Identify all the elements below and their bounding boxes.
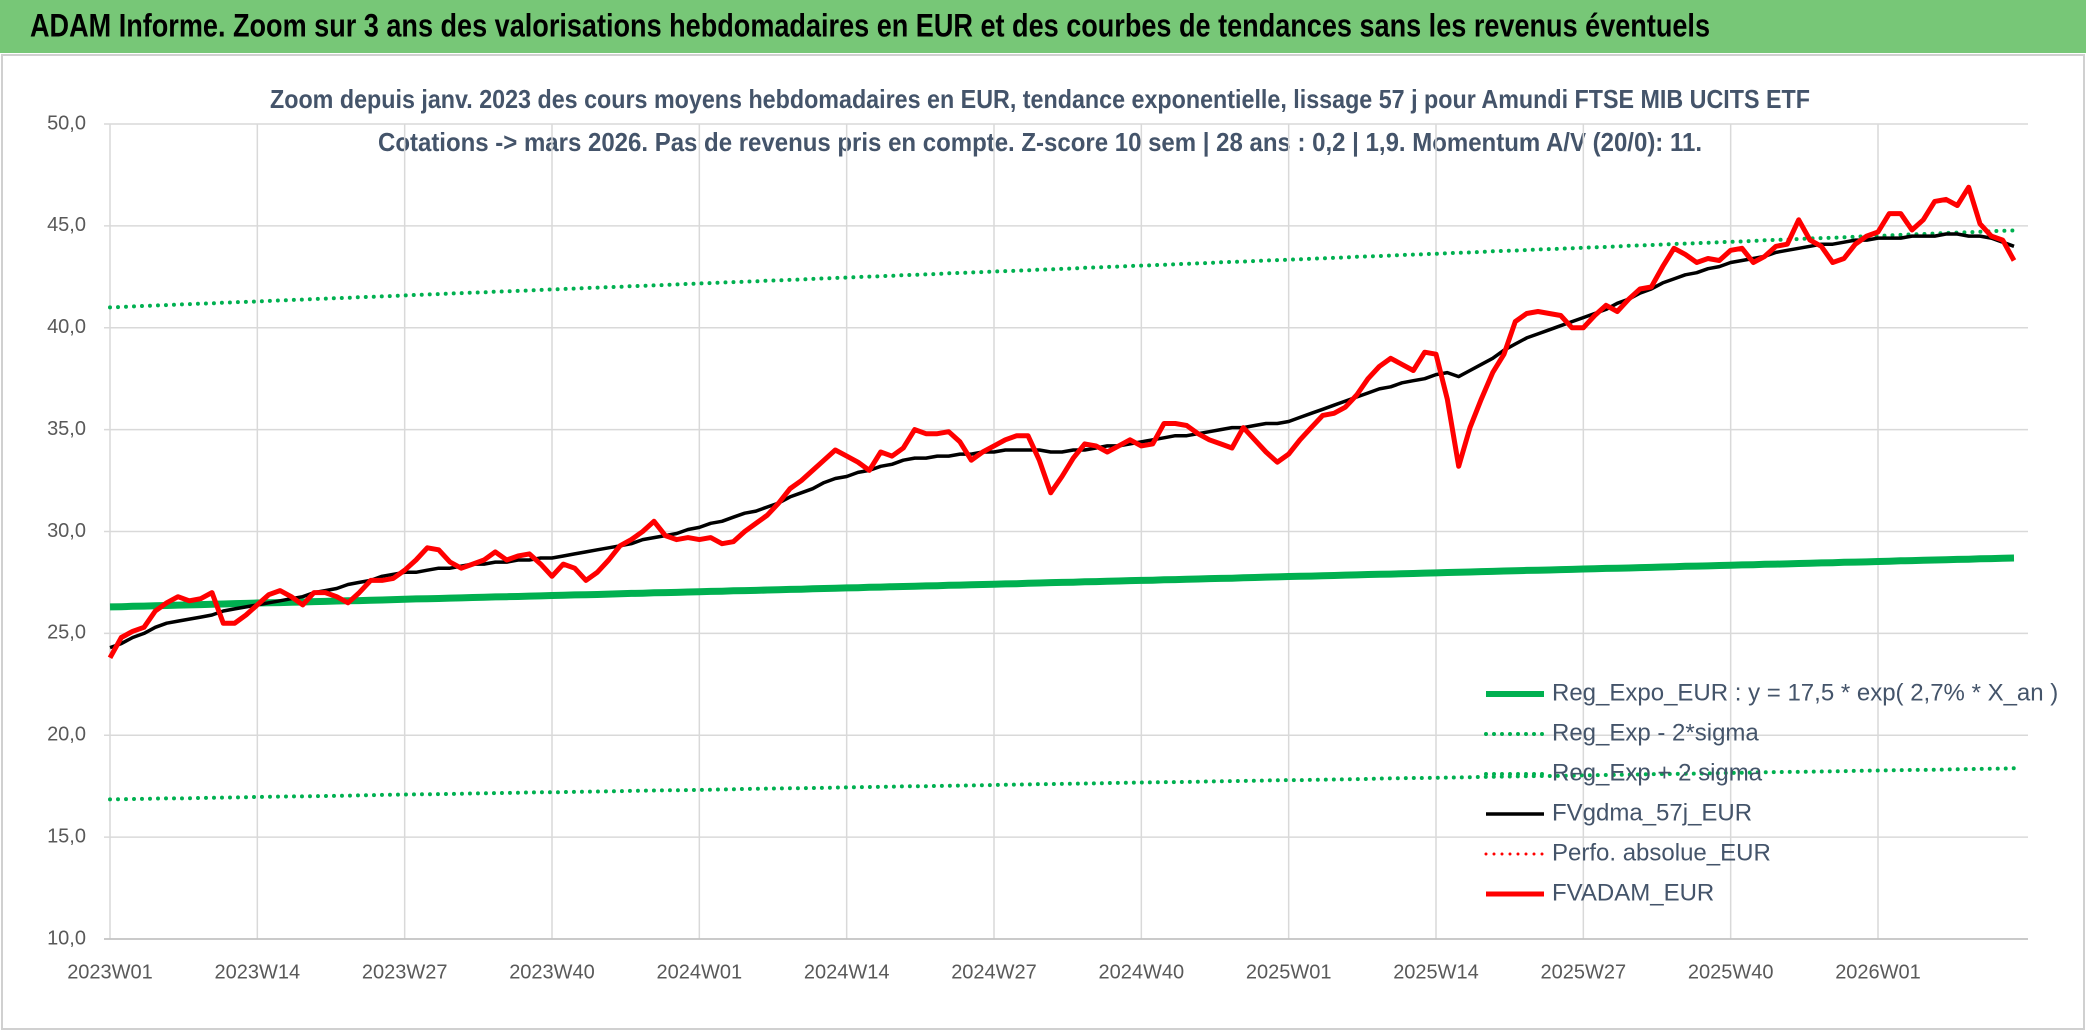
x-tick-label: 2026W01 <box>1835 961 1921 983</box>
legend-label: FVADAM_EUR <box>1552 879 1714 906</box>
legend-label: Reg_Expo_EUR : y = 17,5 * exp( 2,7% * X_… <box>1552 679 2058 706</box>
legend-label: Reg_Exp + 2 sigma <box>1552 759 1763 786</box>
x-tick-label: 2025W01 <box>1246 961 1332 983</box>
y-tick-label: 45,0 <box>47 214 86 236</box>
x-tick-label: 2025W40 <box>1688 961 1774 983</box>
y-tick-label: 50,0 <box>47 112 86 134</box>
x-tick-label: 2024W40 <box>1099 961 1185 983</box>
y-tick-label: 35,0 <box>47 418 86 440</box>
chart-frame <box>1 54 2085 1030</box>
x-tick-label: 2023W01 <box>67 961 153 983</box>
x-tick-label: 2023W40 <box>509 961 595 983</box>
chart-title: Zoom depuis janv. 2023 des cours moyens … <box>270 84 1810 114</box>
y-tick-label: 15,0 <box>47 825 86 847</box>
y-tick-label: 30,0 <box>47 520 86 542</box>
header-bar <box>0 0 2086 53</box>
y-tick-label: 20,0 <box>47 724 86 746</box>
series-line <box>109 554 2015 611</box>
x-tick-label: 2024W01 <box>657 961 743 983</box>
x-tick-label: 2024W27 <box>951 961 1037 983</box>
y-tick-label: 10,0 <box>47 927 86 949</box>
x-tick-label: 2023W14 <box>215 961 301 983</box>
header-title: ADAM Informe. Zoom sur 3 ans des valoris… <box>30 7 1710 43</box>
x-tick-label: 2025W14 <box>1393 961 1479 983</box>
y-tick-label: 25,0 <box>47 622 86 644</box>
series-line <box>108 766 2016 802</box>
series-line <box>108 228 2016 310</box>
series-line <box>109 232 2015 650</box>
x-tick-label: 2023W27 <box>362 961 448 983</box>
legend-label: Reg_Exp - 2*sigma <box>1552 719 1759 746</box>
legend-label: FVgdma_57j_EUR <box>1552 799 1752 826</box>
x-tick-label: 2024W14 <box>804 961 890 983</box>
chart-subtitle: Cotations -> mars 2026. Pas de revenus p… <box>378 127 1702 157</box>
series-line <box>107 184 2017 660</box>
x-tick-label: 2025W27 <box>1541 961 1627 983</box>
y-tick-label: 40,0 <box>47 316 86 338</box>
legend-label: Perfo. absolue_EUR <box>1552 839 1771 866</box>
